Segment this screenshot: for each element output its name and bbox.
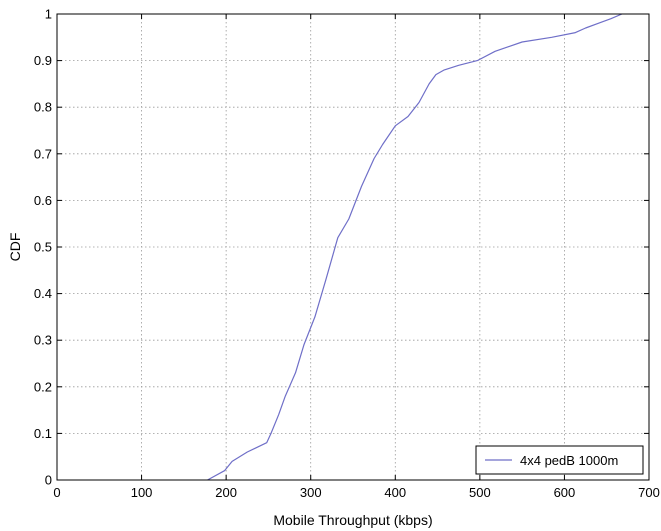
x-tick-label: 700 [638, 485, 660, 500]
y-tick-label: 0.1 [34, 426, 52, 441]
x-tick-label: 500 [469, 485, 491, 500]
y-tick-label: 0.2 [34, 379, 52, 394]
y-tick-label: 0.5 [34, 240, 52, 255]
x-axis-label: Mobile Throughput (kbps) [273, 512, 432, 528]
x-tick-label: 0 [53, 485, 60, 500]
legend: 4x4 pedB 1000m [475, 445, 644, 475]
y-tick-label: 0 [45, 473, 52, 488]
series-layer [207, 13, 623, 481]
x-tick-label: 200 [215, 485, 237, 500]
x-tick-label: 400 [384, 485, 406, 500]
grid-lines [57, 14, 649, 480]
y-axis-label: CDF [7, 233, 23, 262]
y-tick-label: 0.8 [34, 100, 52, 115]
x-tick-label: 100 [131, 485, 153, 500]
legend-box [475, 445, 644, 475]
x-tick-label: 600 [554, 485, 576, 500]
x-tick-label: 300 [300, 485, 322, 500]
y-tick-label: 0.4 [34, 286, 52, 301]
axis-ticks: 0 100 200 300 400 500 600 700 0 0.1 0.2 0.3 0.4 0.5 0.… [34, 7, 660, 501]
legend-label: 4x4 pedB 1000m [520, 453, 618, 468]
y-tick-label: 1 [45, 7, 52, 22]
y-tick-label: 0.3 [34, 333, 52, 348]
y-tick-label: 0.9 [34, 53, 52, 68]
y-tick-label: 0.6 [34, 193, 52, 208]
y-tick-label: 0.7 [34, 146, 52, 161]
series-line-4x4-pedb-1000m [207, 13, 623, 481]
